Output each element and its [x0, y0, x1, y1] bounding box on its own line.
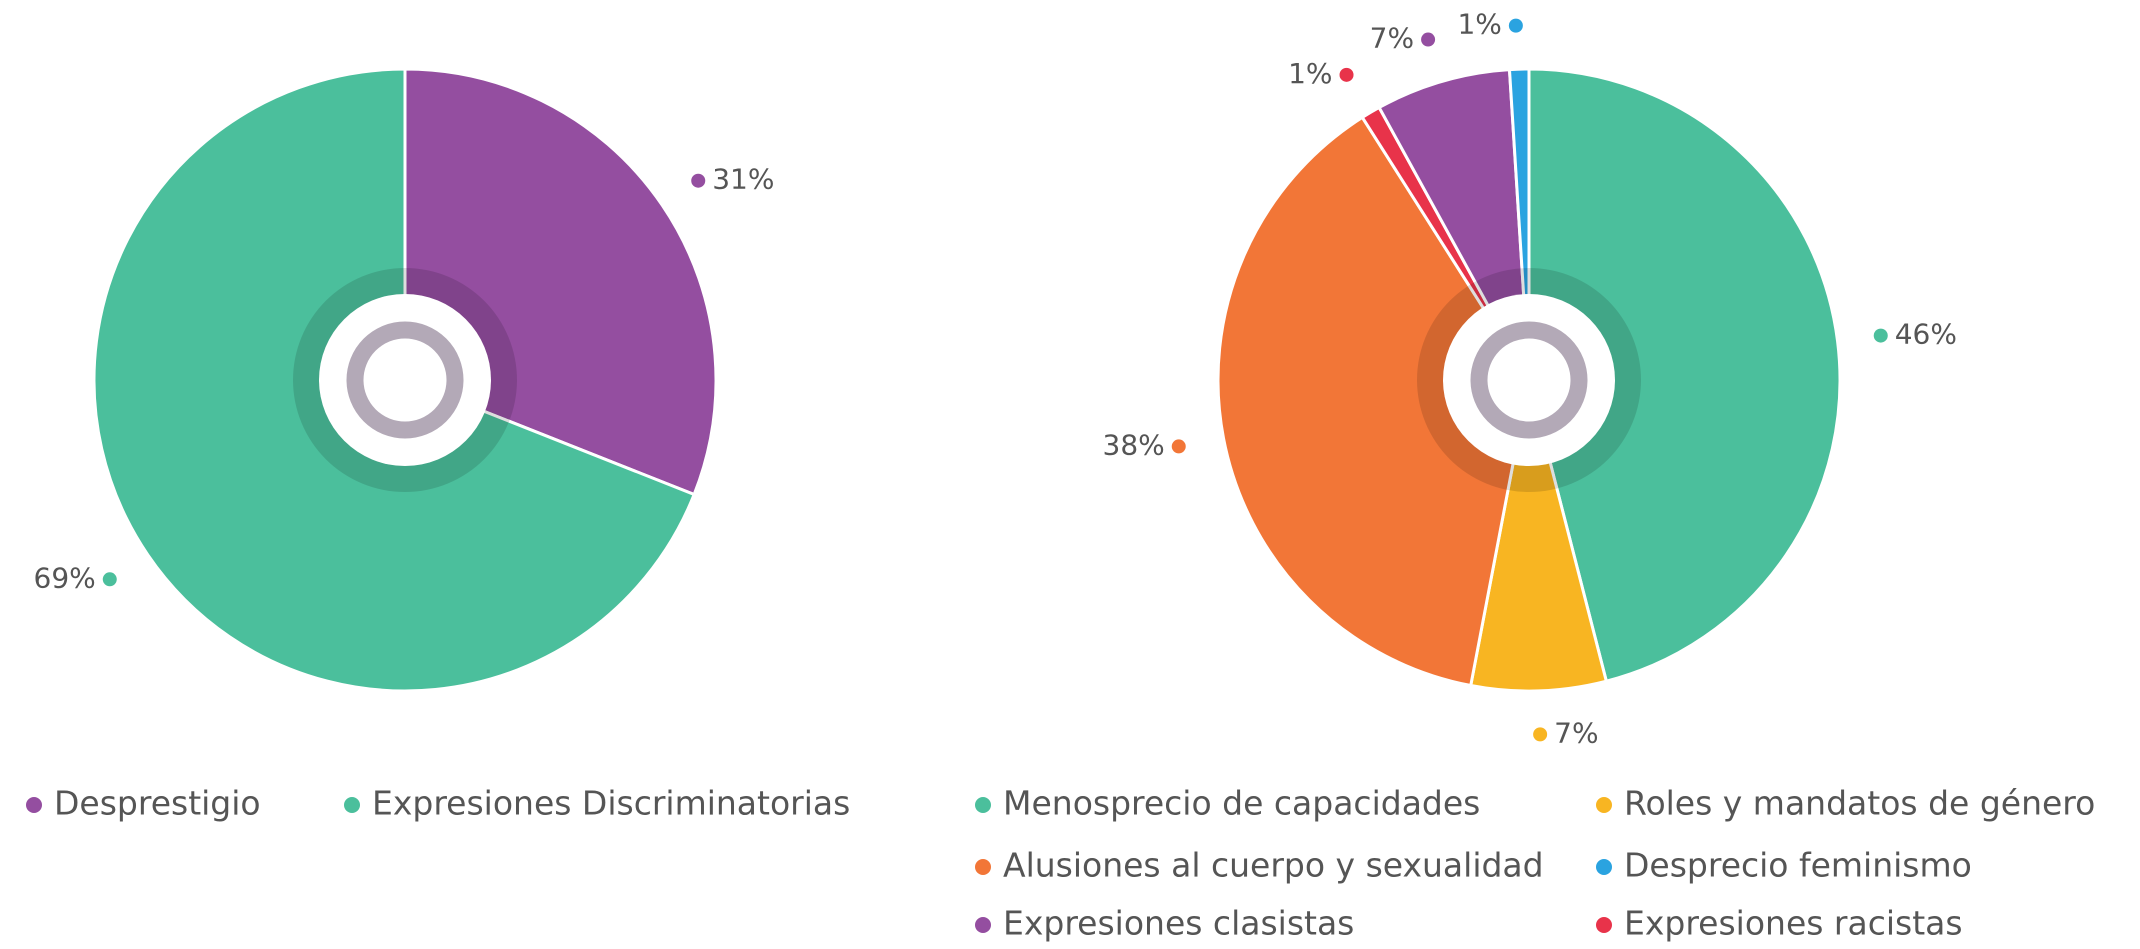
- inner-hole: [319, 294, 491, 466]
- label-dot: [1171, 439, 1186, 454]
- legend-dot: [975, 797, 991, 813]
- label-dot: [1533, 727, 1548, 742]
- pie-slice: [1468, 379, 1609, 693]
- inner-ring: [1470, 321, 1588, 439]
- value-label: 31%: [712, 163, 774, 196]
- legend-label: Roles y mandatos de género: [1624, 784, 2095, 823]
- legend-label: Alusiones al cuerpo y sexualidad: [1003, 846, 1544, 885]
- value-label: 7%: [1554, 716, 1598, 749]
- value-label: 38%: [1103, 428, 1165, 461]
- label-dot: [691, 173, 706, 188]
- legend-dot: [975, 859, 991, 875]
- legend-label: Expresiones clasistas: [1003, 904, 1354, 943]
- legend-label: Expresiones Discriminatorias: [372, 784, 850, 823]
- inner-hole: [1443, 294, 1615, 466]
- legend-dot: [344, 797, 360, 813]
- legend-dot: [1596, 797, 1612, 813]
- legend-label: Desprecio feminismo: [1624, 846, 1972, 885]
- value-label: 69%: [34, 561, 96, 594]
- legend-dot: [1596, 859, 1612, 875]
- inner-ring: [346, 321, 464, 439]
- label-dot: [1508, 18, 1523, 33]
- value-label: 1%: [1457, 8, 1501, 41]
- value-label: 7%: [1370, 22, 1414, 55]
- label-dot: [1873, 328, 1888, 343]
- legend-label: Menosprecio de capacidades: [1003, 784, 1480, 823]
- legend-dot: [975, 917, 991, 933]
- label-dot: [1421, 32, 1436, 47]
- legend-dot: [26, 797, 42, 813]
- value-label: 1%: [1288, 57, 1332, 90]
- value-label: 46%: [1895, 318, 1957, 351]
- legend-label: Expresiones racistas: [1624, 904, 1963, 943]
- legend-dot: [1596, 917, 1612, 933]
- pie-slice: [1377, 68, 1531, 381]
- pie-slice: [1527, 67, 1842, 684]
- label-dot: [1339, 67, 1354, 82]
- legend-label: Desprestigio: [54, 784, 261, 823]
- label-dot: [102, 572, 117, 587]
